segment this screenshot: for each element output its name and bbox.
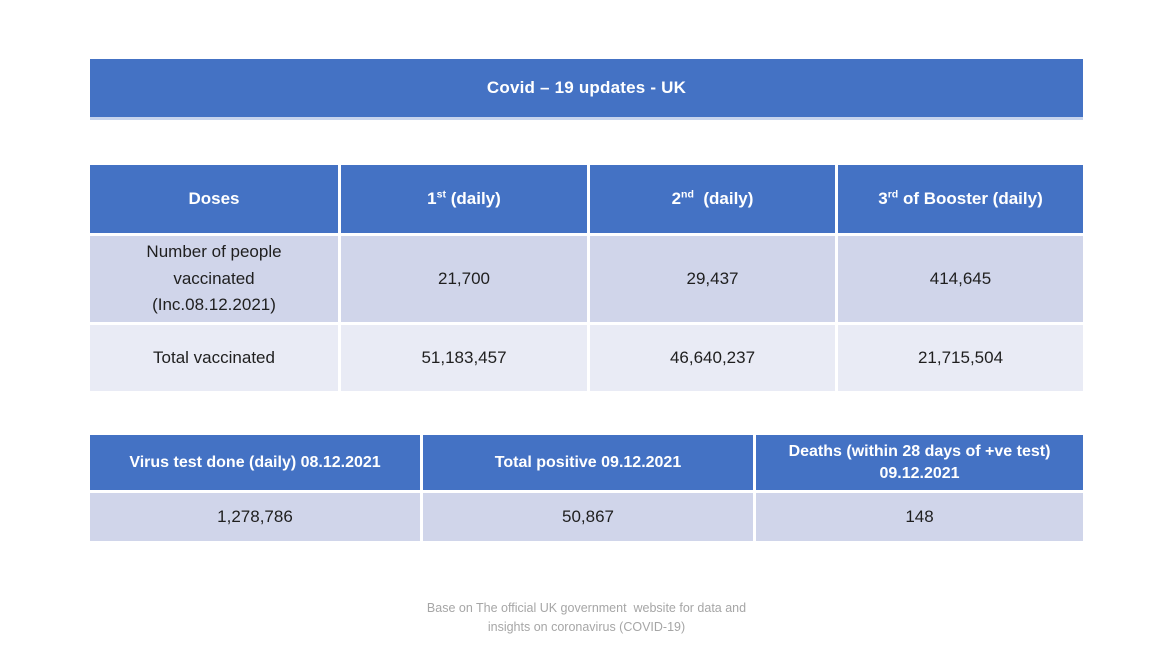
vax-row-label-total: Total vaccinated bbox=[90, 325, 338, 391]
vax-header-first-dose: 1st (daily) bbox=[341, 165, 587, 233]
vax-daily-first-dose-value: 21,700 bbox=[341, 236, 587, 322]
source-note-line2: insights on coronavirus (COVID-19) bbox=[487, 620, 686, 634]
ordinal-suffix: st bbox=[436, 188, 447, 201]
vax-total-first-dose-value: 51,183,457 bbox=[341, 325, 587, 391]
vax-header-first-dose-label: 1st (daily) bbox=[427, 188, 501, 208]
tests-header-total-positive: Total positive 09.12.2021 bbox=[423, 435, 753, 490]
tests-header-deaths: Deaths (within 28 days of +ve test) 09.1… bbox=[756, 435, 1083, 490]
source-note: Base on The official UK government websi… bbox=[90, 599, 1083, 637]
ordinal-suffix: rd bbox=[887, 188, 899, 201]
vax-header-doses-label: Doses bbox=[188, 189, 240, 208]
title-bar: Covid – 19 updates - UK bbox=[90, 59, 1083, 117]
vax-daily-second-dose-value: 29,437 bbox=[590, 236, 835, 322]
vaccination-table: Doses 1st (daily) 2nd (daily) 3rd of Boo… bbox=[90, 165, 1083, 391]
tests-table: Virus test done (daily) 08.12.2021 Total… bbox=[90, 435, 1083, 541]
vax-header-second-dose: 2nd (daily) bbox=[590, 165, 835, 233]
vax-header-third-dose-label: 3rd of Booster (daily) bbox=[878, 188, 1043, 208]
deaths-value: 148 bbox=[756, 493, 1083, 541]
vax-total-second-dose-value: 46,640,237 bbox=[590, 325, 835, 391]
vax-header-doses: Doses bbox=[90, 165, 338, 233]
total-positive-value: 50,867 bbox=[423, 493, 753, 541]
tests-done-value: 1,278,786 bbox=[90, 493, 420, 541]
tests-header-tests-done: Virus test done (daily) 08.12.2021 bbox=[90, 435, 420, 490]
vax-header-third-dose: 3rd of Booster (daily) bbox=[838, 165, 1083, 233]
vax-row-label-daily: Number of people vaccinated (Inc.08.12.2… bbox=[90, 236, 338, 322]
vax-header-second-dose-label: 2nd (daily) bbox=[671, 188, 754, 208]
vax-total-third-dose-value: 21,715,504 bbox=[838, 325, 1083, 391]
page-title: Covid – 19 updates - UK bbox=[486, 78, 687, 97]
source-note-line1: Base on The official UK government websi… bbox=[426, 601, 747, 615]
ordinal-suffix: nd bbox=[681, 188, 694, 201]
vax-daily-third-dose-value: 414,645 bbox=[838, 236, 1083, 322]
